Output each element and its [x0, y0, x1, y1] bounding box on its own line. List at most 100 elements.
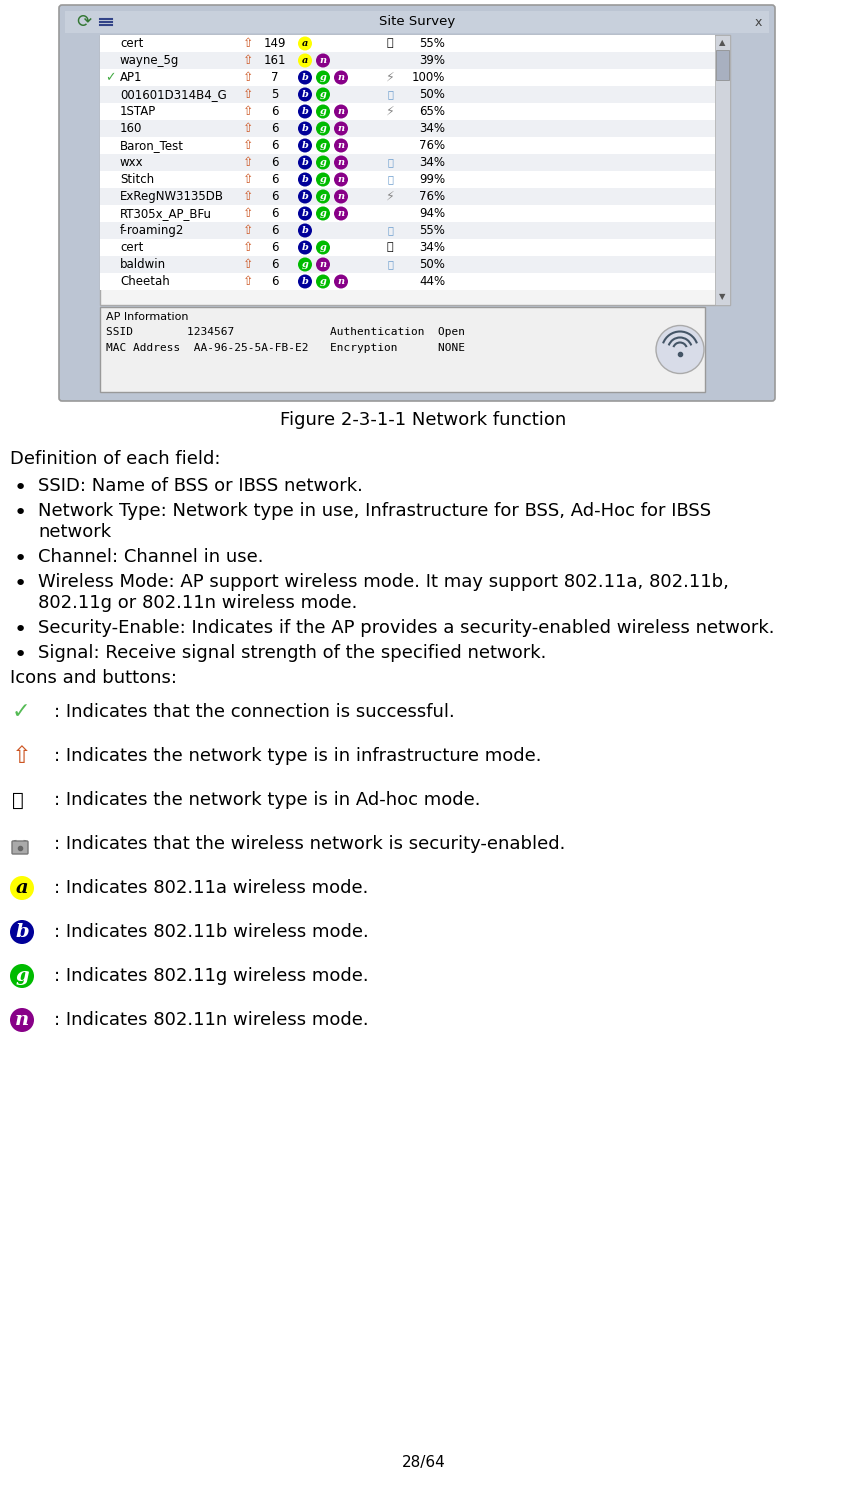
- Text: •: •: [14, 478, 27, 497]
- Text: 6: 6: [271, 241, 279, 254]
- Circle shape: [298, 122, 312, 135]
- Text: 55%: 55%: [419, 37, 445, 50]
- Text: Network Type: Network type in use, Infrastructure for BSS, Ad-Hoc for IBSS: Network Type: Network type in use, Infra…: [38, 502, 711, 520]
- Text: n: n: [319, 260, 327, 269]
- Text: g: g: [15, 967, 29, 985]
- Text: a: a: [302, 56, 308, 65]
- Text: ✓: ✓: [12, 702, 30, 722]
- Text: 🔒: 🔒: [387, 39, 393, 49]
- Text: Icons and buttons:: Icons and buttons:: [10, 670, 177, 688]
- Text: ⇧: ⇧: [243, 156, 253, 169]
- Text: 50%: 50%: [419, 88, 445, 101]
- Text: 50%: 50%: [419, 258, 445, 270]
- Text: n: n: [337, 141, 345, 150]
- Text: 🔻: 🔻: [387, 260, 393, 269]
- Text: AP1: AP1: [120, 71, 142, 85]
- Text: wayne_5g: wayne_5g: [120, 53, 180, 67]
- Text: x: x: [755, 15, 761, 28]
- Text: b: b: [302, 175, 308, 184]
- Text: 76%: 76%: [419, 190, 445, 203]
- Text: a: a: [302, 39, 308, 48]
- Text: •: •: [14, 549, 27, 569]
- Text: b: b: [302, 244, 308, 252]
- Text: 160: 160: [120, 122, 142, 135]
- Text: n: n: [15, 1011, 29, 1029]
- Text: : Indicates the network type is in infrastructure mode.: : Indicates the network type is in infra…: [54, 747, 541, 765]
- Text: b: b: [302, 278, 308, 287]
- Text: b: b: [302, 157, 308, 166]
- Circle shape: [298, 275, 312, 288]
- Text: b: b: [302, 73, 308, 82]
- Text: Encryption      NONE: Encryption NONE: [330, 343, 465, 353]
- Text: Figure 2-3-1-1 Network function: Figure 2-3-1-1 Network function: [280, 411, 567, 429]
- Text: g: g: [319, 73, 326, 82]
- Circle shape: [334, 104, 348, 119]
- Text: g: g: [319, 175, 326, 184]
- Circle shape: [298, 88, 312, 101]
- Text: b: b: [302, 209, 308, 218]
- Text: n: n: [337, 278, 345, 287]
- Text: Site Survey: Site Survey: [379, 15, 455, 28]
- Text: 5: 5: [271, 88, 279, 101]
- Text: g: g: [319, 192, 326, 200]
- Circle shape: [316, 206, 330, 220]
- Bar: [100, 189, 715, 205]
- Text: : Indicates 802.11a wireless mode.: : Indicates 802.11a wireless mode.: [54, 879, 368, 897]
- Text: 🔻: 🔻: [387, 157, 393, 168]
- Text: n: n: [337, 175, 345, 184]
- Text: ⇧: ⇧: [243, 37, 253, 50]
- Text: n: n: [337, 73, 345, 82]
- Text: Wireless Mode: AP support wireless mode. It may support 802.11a, 802.11b,: Wireless Mode: AP support wireless mode.…: [38, 573, 729, 591]
- Text: 🔻: 🔻: [387, 175, 393, 184]
- Text: g: g: [319, 244, 326, 252]
- Text: ⇧: ⇧: [243, 190, 253, 203]
- Circle shape: [316, 122, 330, 135]
- Text: ExRegNW3135DB: ExRegNW3135DB: [120, 190, 224, 203]
- Text: 6: 6: [271, 140, 279, 151]
- Circle shape: [298, 190, 312, 203]
- FancyBboxPatch shape: [100, 307, 705, 392]
- Bar: [100, 171, 715, 189]
- Text: n: n: [337, 107, 345, 116]
- Circle shape: [298, 224, 312, 238]
- Text: cert: cert: [120, 37, 143, 50]
- Circle shape: [10, 1008, 34, 1032]
- Bar: [100, 273, 715, 290]
- Text: Signal: Receive signal strength of the specified network.: Signal: Receive signal strength of the s…: [38, 644, 546, 662]
- Circle shape: [298, 172, 312, 187]
- Text: 6: 6: [271, 190, 279, 203]
- Text: ⇧: ⇧: [243, 258, 253, 270]
- Bar: [100, 255, 715, 273]
- Circle shape: [334, 156, 348, 169]
- Text: network: network: [38, 523, 111, 541]
- Circle shape: [298, 257, 312, 272]
- Text: ⇧: ⇧: [12, 744, 31, 768]
- Text: 📲: 📲: [12, 790, 24, 809]
- Text: 39%: 39%: [419, 53, 445, 67]
- Text: 44%: 44%: [419, 275, 445, 288]
- Text: 1STAP: 1STAP: [120, 105, 156, 117]
- Text: 99%: 99%: [419, 172, 445, 186]
- Text: Security-Enable: Indicates if the AP provides a security-enabled wireless networ: Security-Enable: Indicates if the AP pro…: [38, 619, 774, 637]
- Bar: [100, 154, 715, 171]
- Text: b: b: [302, 192, 308, 200]
- Bar: [100, 68, 715, 86]
- Text: : Indicates that the connection is successful.: : Indicates that the connection is succe…: [54, 702, 455, 722]
- Text: cert: cert: [120, 241, 143, 254]
- Text: ⟳: ⟳: [76, 13, 91, 31]
- Text: g: g: [319, 107, 326, 116]
- Text: g: g: [319, 125, 326, 134]
- Text: ⚡: ⚡: [385, 71, 395, 85]
- Text: Channel: Channel in use.: Channel: Channel in use.: [38, 548, 263, 566]
- Text: ⇧: ⇧: [243, 224, 253, 238]
- Text: g: g: [319, 278, 326, 287]
- Text: g: g: [319, 209, 326, 218]
- Text: 100%: 100%: [412, 71, 445, 85]
- Text: : Indicates 802.11n wireless mode.: : Indicates 802.11n wireless mode.: [54, 1011, 368, 1029]
- Text: Stitch: Stitch: [120, 172, 154, 186]
- Text: wxx: wxx: [120, 156, 144, 169]
- Text: : Indicates 802.11b wireless mode.: : Indicates 802.11b wireless mode.: [54, 924, 368, 941]
- Text: ⇧: ⇧: [243, 172, 253, 186]
- Text: b: b: [15, 924, 29, 941]
- Text: 6: 6: [271, 122, 279, 135]
